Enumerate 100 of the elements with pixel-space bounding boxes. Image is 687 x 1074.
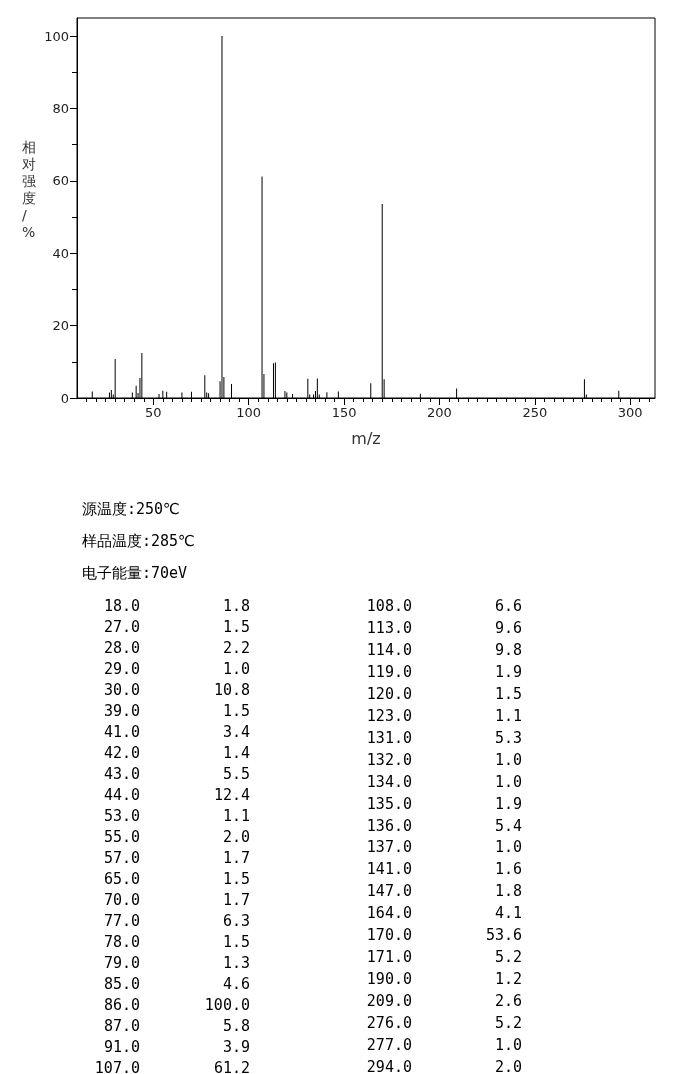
- text: 5.3: [494, 728, 522, 747]
- text: 1.9: [494, 794, 522, 813]
- category-label: 276.0: [365, 1013, 412, 1035]
- text: 12.4: [213, 785, 250, 804]
- category-label: 132.0: [365, 749, 412, 771]
- text: 源温度:250℃: [82, 499, 181, 520]
- text: 电子能量:70eV: [82, 563, 189, 584]
- text: 5.5: [222, 764, 250, 783]
- category-label: 119.0: [365, 661, 412, 683]
- text: 2.0: [494, 1058, 522, 1074]
- text: 9.6: [494, 618, 522, 637]
- text: 2.6: [494, 992, 522, 1011]
- text: 1.5: [494, 684, 522, 703]
- category-label: 171.0: [365, 947, 412, 969]
- category-label: 170.0: [365, 925, 412, 947]
- category-label: 113.0: [365, 617, 412, 639]
- category-label: 65.0: [102, 868, 140, 889]
- text: 样品温度:285℃: [82, 531, 196, 552]
- text: 53.6: [485, 926, 522, 945]
- text: 1.5: [222, 701, 250, 720]
- x-tick-label: 50: [145, 405, 162, 420]
- text: 1.0: [494, 772, 522, 791]
- category-label: 147.0: [365, 881, 412, 903]
- category-label: 190.0: [365, 969, 412, 991]
- text: 1.1: [494, 706, 522, 725]
- text: 1.7: [222, 848, 250, 867]
- text: 1.9: [494, 662, 522, 681]
- category-label: 55.0: [102, 826, 140, 847]
- text: 100.0: [204, 995, 250, 1014]
- text: 1.1: [222, 806, 250, 825]
- category-label: 53.0: [102, 805, 140, 826]
- category-label: 28.0: [102, 637, 140, 658]
- text: 1.7: [222, 890, 250, 909]
- text: 4.6: [222, 974, 250, 993]
- category-label: 39.0: [102, 700, 140, 721]
- text: 1.2: [494, 970, 522, 989]
- x-tick-label: 100: [236, 405, 262, 420]
- text: 3.9: [222, 1037, 250, 1056]
- category-label: 18.0: [102, 595, 140, 616]
- category-label: 135.0: [365, 793, 412, 815]
- category-label: 134.0: [365, 771, 412, 793]
- category-label: 85.0: [102, 973, 140, 994]
- y-tick-label: 80: [52, 100, 69, 116]
- x-tick-label: 150: [331, 405, 357, 420]
- text: 3.4: [222, 722, 250, 741]
- text: 5.4: [494, 816, 522, 835]
- text: 1.5: [222, 932, 250, 951]
- text: 5.8: [222, 1016, 250, 1035]
- category-label: 107.0: [93, 1057, 140, 1074]
- category-label: 91.0: [102, 1036, 140, 1057]
- category-label: 114.0: [365, 639, 412, 661]
- y-tick-label: 40: [52, 245, 69, 261]
- category-label: 87.0: [102, 1015, 140, 1036]
- category-label: 41.0: [102, 721, 140, 742]
- category-label: 27.0: [102, 616, 140, 637]
- text: 1.8: [222, 596, 250, 615]
- x-tick-label: 200: [427, 405, 452, 420]
- text: 6.3: [222, 911, 250, 930]
- y-tick-label: 20: [52, 318, 69, 334]
- text: 1.8: [494, 882, 522, 901]
- text: 1.6: [494, 860, 522, 879]
- category-label: 123.0: [365, 705, 412, 727]
- category-label: 77.0: [102, 910, 140, 931]
- text: 1.3: [222, 953, 250, 972]
- text: 6.6: [494, 596, 522, 615]
- y-tick-label: 0: [60, 390, 69, 406]
- text: 5.2: [494, 1014, 522, 1033]
- category-label: 120.0: [365, 683, 412, 705]
- text: 9.8: [494, 640, 522, 659]
- category-label: 78.0: [102, 931, 140, 952]
- category-label: 164.0: [365, 903, 412, 925]
- text: 4.1: [494, 904, 522, 923]
- category-label: 43.0: [102, 763, 140, 784]
- category-label: 57.0: [102, 847, 140, 868]
- category-label: 294.0: [365, 1057, 412, 1074]
- category-label: 108.0: [365, 595, 412, 617]
- text: 10.8: [213, 680, 250, 699]
- category-label: 141.0: [365, 859, 412, 881]
- category-label: 209.0: [365, 991, 412, 1013]
- category-label: 42.0: [102, 742, 140, 763]
- category-label: 136.0: [365, 815, 412, 837]
- category-label: 70.0: [102, 889, 140, 910]
- text: 1.5: [222, 869, 250, 888]
- x-axis-title: m/z: [351, 428, 381, 448]
- text: 5.2: [494, 948, 522, 967]
- text: 2.2: [222, 638, 250, 657]
- category-label: 131.0: [365, 727, 412, 749]
- category-label: 44.0: [102, 784, 140, 805]
- x-tick-label: 250: [522, 405, 548, 420]
- text: 2.0: [222, 827, 250, 846]
- category-label: 137.0: [365, 837, 412, 859]
- category-label: 79.0: [102, 952, 140, 973]
- x-tick-label: 300: [617, 405, 643, 420]
- text: 1.0: [494, 838, 522, 857]
- text: 1.0: [494, 1036, 522, 1055]
- text: 1.4: [222, 743, 250, 762]
- text: 1.0: [494, 750, 522, 769]
- text: 1.0: [222, 659, 250, 678]
- y-axis-title: 相对强度/%: [22, 138, 36, 240]
- category-label: 30.0: [102, 679, 140, 700]
